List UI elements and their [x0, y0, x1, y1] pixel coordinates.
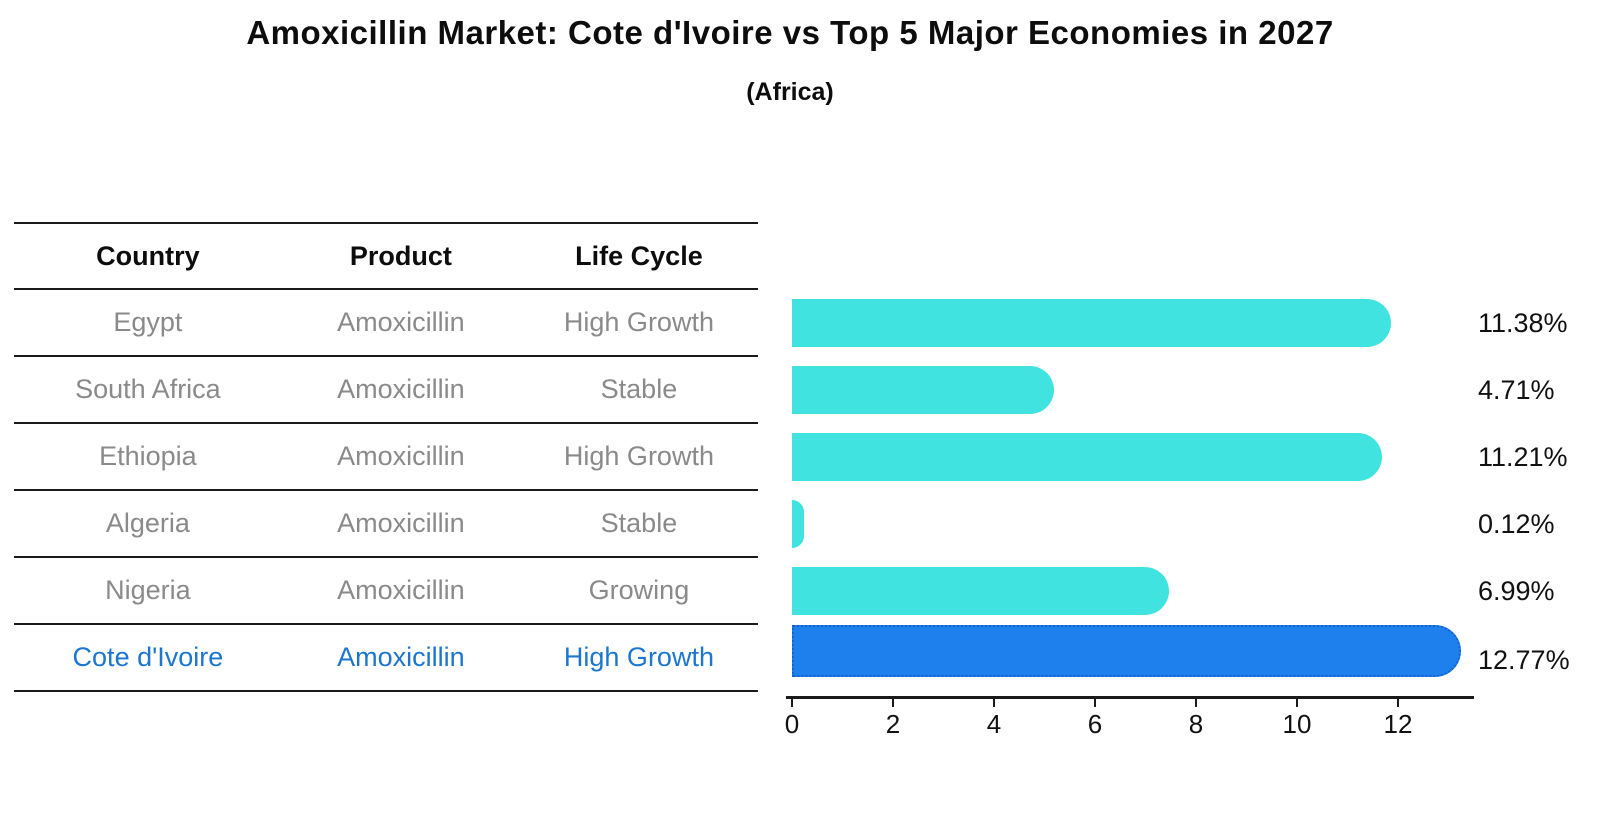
table-cell-product: Amoxicillin — [337, 374, 465, 404]
chart-title: Amoxicillin Market: Cote d'Ivoire vs Top… — [246, 14, 1334, 51]
table-row: Egypt Amoxicillin High Growth — [14, 290, 758, 357]
table-cell-country: Cote d'Ivoire — [72, 642, 224, 672]
table-cell-life_cycle: High Growth — [563, 642, 714, 672]
table-cell-product: Amoxicillin — [337, 441, 465, 471]
table-row: Ethiopia Amoxicillin High Growth — [14, 424, 758, 491]
table-cell-country: Ethiopia — [99, 441, 197, 471]
x-tick — [791, 698, 793, 707]
table-cell-country: Algeria — [105, 508, 190, 538]
country-table: Country Product Life Cycle Egypt Amoxicil… — [14, 222, 758, 692]
x-axis — [786, 696, 1474, 699]
x-tick-label: 2 — [885, 709, 901, 739]
table-cell-life_cycle: High Growth — [563, 307, 714, 337]
x-tick-label: 0 — [784, 709, 800, 739]
table-cell-life_cycle: High Growth — [563, 441, 714, 471]
table-cell-product: Amoxicillin — [337, 575, 465, 605]
table-header-country: Country — [96, 240, 200, 271]
table-cell-life_cycle: Stable — [600, 374, 678, 404]
x-tick-label: 8 — [1188, 709, 1204, 739]
table-body: Egypt Amoxicillin High Growth South Africa A… — [14, 290, 758, 692]
table-row: Algeria Amoxicillin Stable — [14, 491, 758, 558]
highlight-bar — [792, 625, 1461, 677]
x-tick — [1397, 698, 1399, 707]
table-header-row: Country Product Life Cycle — [14, 224, 758, 290]
value-label: 0.12% — [1478, 509, 1555, 539]
table-row: Cote d'Ivoire Amoxicillin High Growth — [14, 625, 758, 692]
table-cell-life_cycle: Stable — [600, 508, 678, 538]
bar — [792, 299, 1391, 347]
bar — [792, 366, 1054, 414]
x-tick-label: 12 — [1383, 709, 1413, 739]
x-tick-label: 10 — [1282, 709, 1312, 739]
x-tick-label: 4 — [986, 709, 1002, 739]
bar — [792, 567, 1169, 615]
x-tick — [1094, 698, 1096, 707]
table-cell-country: South Africa — [75, 374, 221, 404]
x-tick — [993, 698, 995, 707]
table-cell-product: Amoxicillin — [337, 307, 465, 337]
table-row: South Africa Amoxicillin Stable — [14, 357, 758, 424]
x-tick-label: 6 — [1087, 709, 1103, 739]
table-header-lifecycle: Life Cycle — [575, 240, 703, 271]
bar — [792, 433, 1383, 481]
x-tick — [1195, 698, 1197, 707]
table-row: Nigeria Amoxicillin Growing — [14, 558, 758, 625]
value-label: 4.71% — [1478, 375, 1555, 405]
x-tick — [1296, 698, 1298, 707]
value-label: 11.38% — [1478, 308, 1568, 338]
value-label: 12.77% — [1478, 645, 1570, 675]
chart-subtitle: (Africa) — [746, 78, 834, 106]
table-cell-product: Amoxicillin — [337, 508, 465, 538]
bar — [792, 500, 805, 548]
table-cell-country: Nigeria — [105, 575, 191, 605]
value-label: 11.21% — [1478, 442, 1568, 472]
value-label: 6.99% — [1478, 576, 1555, 606]
table-cell-product: Amoxicillin — [337, 642, 465, 672]
x-tick — [892, 698, 894, 707]
table-header-product: Product — [349, 240, 452, 271]
table-cell-country: Egypt — [113, 307, 183, 337]
table-cell-life_cycle: Growing — [588, 575, 690, 605]
